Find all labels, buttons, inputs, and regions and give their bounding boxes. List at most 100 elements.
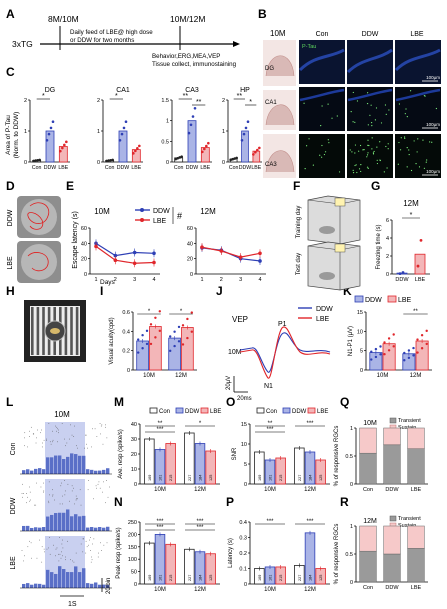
psth-bin [54, 573, 58, 588]
data-point-lbe [136, 147, 139, 150]
data-point-lbe [132, 261, 137, 266]
x-tick-label-ddw: DDW [239, 165, 251, 171]
x-tick-label: 1 [94, 277, 97, 283]
legend-label-ddw-o: DDW [292, 409, 307, 415]
n-count-label: 227 [298, 575, 302, 581]
psth-bin [46, 569, 50, 588]
puncta-dot [367, 92, 369, 94]
psth-bin [70, 572, 74, 588]
psth-bin [58, 512, 62, 531]
puncta-dot [352, 121, 354, 123]
series-line-lbe [95, 245, 155, 264]
x-tick-label: 10M [264, 587, 276, 593]
micrograph-dg-ddw [347, 40, 393, 84]
puncta-dot [354, 152, 356, 154]
n-count-label: 125 [209, 575, 213, 581]
data-point-ddw [49, 126, 53, 130]
puncta-dot [435, 107, 437, 110]
significance-label: *** [266, 427, 274, 433]
n-count-label: 227 [298, 475, 302, 481]
panel-letter-i: I [100, 284, 103, 298]
psth-bin [82, 515, 86, 531]
data-point-lbe [392, 333, 395, 336]
legend-label-lbe-k: LBE [398, 297, 412, 304]
puncta-dot [363, 149, 365, 151]
bar-segment-transient [407, 548, 425, 583]
puncta-dot [352, 172, 355, 174]
mouse-strain-label: 3xTG [12, 39, 33, 49]
tests-line2: Tissue collect, immunostaining [152, 61, 237, 68]
pool-lbe [21, 244, 57, 280]
data-point-lbe [181, 324, 185, 327]
n-count-label: 215 [169, 475, 173, 481]
raster-label-lbe: LBE [10, 556, 17, 570]
test-day-label: Test day [296, 253, 302, 275]
puncta-dot [354, 144, 357, 146]
n-count-label: 215 [169, 575, 173, 581]
puncta-dot [323, 153, 326, 156]
puncta-dot [303, 102, 305, 104]
data-point-lbe [258, 251, 262, 256]
puncta-dot [400, 137, 402, 139]
psth-bin [82, 568, 86, 588]
puncta-dot [397, 163, 399, 165]
vep-age: 10M [228, 349, 242, 356]
data-point-ddw [137, 338, 140, 341]
data-point-ddw [370, 358, 373, 361]
psth-bin [42, 469, 46, 474]
puncta-dot [360, 170, 362, 173]
puncta-dot [424, 95, 426, 97]
panel-letter-q: Q [340, 395, 349, 409]
bar-lbe [252, 150, 261, 163]
panel-e-y-tick-label: 60 [187, 226, 193, 232]
psth-bin [58, 455, 62, 474]
green-puncta [303, 90, 437, 174]
speaker-icon-training [334, 197, 346, 207]
data-point-con [231, 157, 234, 161]
panel-letter-h: H [6, 284, 15, 298]
series-line-lbe [201, 246, 261, 258]
data-point-ddw [169, 349, 172, 353]
psth-bin [46, 457, 50, 474]
panel-c-y-tick-label: 0 [97, 160, 100, 166]
puncta-dot [426, 159, 428, 161]
bar-ddw [45, 130, 55, 163]
puncta-dot [327, 139, 329, 141]
column-label-lbe: LBE [410, 31, 424, 38]
x-tick-label-lbe: LBE [415, 277, 426, 283]
puncta-dot [385, 113, 387, 116]
data-point-lbe [61, 146, 64, 150]
data-point-ddw [246, 120, 250, 123]
panel-r-ylabel: % of responsive RGCs [334, 524, 340, 585]
psth-bin [78, 572, 82, 588]
psth-bin [30, 527, 34, 531]
panel-c-y-tick-label: 2 [24, 98, 27, 104]
bar-lbe [149, 326, 162, 371]
data-point-lbe [387, 349, 391, 352]
bar-ddw [168, 337, 181, 371]
significance-label: ** [237, 93, 243, 100]
puncta-dot [321, 105, 323, 107]
data-point-ddw [152, 251, 156, 256]
panel-letter-r: R [340, 495, 349, 509]
psth-bin [54, 513, 58, 531]
x-tick-label: 10M [377, 373, 389, 379]
legend-label-ddw: DDW [153, 208, 170, 215]
panel-c-y-tick-label: 1 [24, 129, 27, 135]
n-count-label: 184 [309, 575, 313, 581]
psth-bin [74, 566, 78, 588]
data-point-lbe [190, 311, 193, 314]
panel-n-y-tick-label: 150 [128, 545, 137, 551]
data-point-lbe [63, 143, 66, 147]
puncta-dot [399, 149, 402, 151]
x-tick-label: 1 [200, 277, 203, 283]
legend-label-con-o: Con [266, 409, 277, 415]
puncta-dot [408, 153, 410, 156]
psth-bin [58, 566, 62, 588]
timeline-arrow-icon [233, 41, 240, 47]
psth-bin [106, 584, 110, 588]
data-point-lbe [149, 323, 153, 326]
data-point-ddw [374, 355, 378, 359]
data-point-lbe [425, 342, 428, 346]
bar-segment-sustain [359, 525, 377, 552]
